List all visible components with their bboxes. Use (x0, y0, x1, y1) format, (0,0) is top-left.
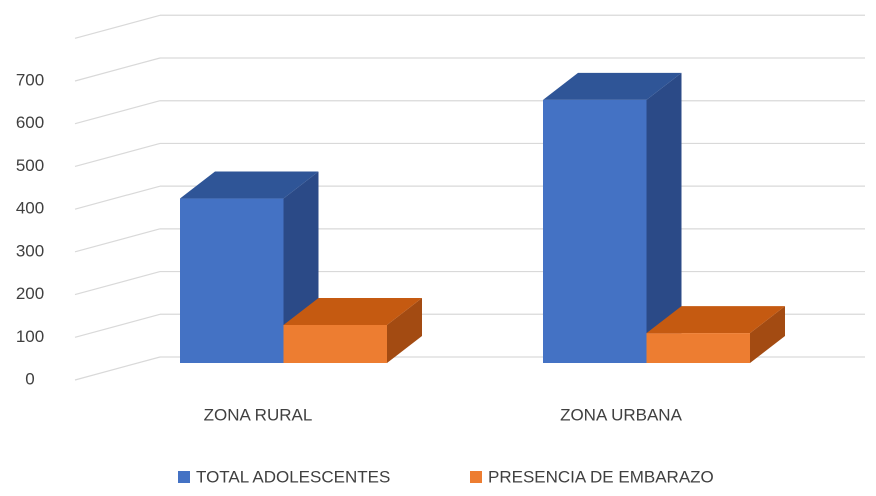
grid-line (74, 228, 161, 253)
legend-label: PRESENCIA DE EMBARAZO (488, 467, 714, 486)
bar (180, 198, 284, 363)
grid-line (74, 142, 161, 168)
legend-label: TOTAL ADOLESCENTES (196, 467, 390, 486)
y-tick-label: 400 (16, 199, 44, 218)
bar-top (283, 297, 422, 325)
bar-top (543, 72, 682, 100)
bar-side (750, 306, 785, 363)
grid-line (74, 313, 161, 338)
bar-side (387, 297, 422, 363)
bar-side (646, 72, 682, 363)
bar (543, 99, 647, 363)
y-tick-label: 100 (16, 327, 44, 346)
y-tick-label: 500 (16, 156, 44, 175)
legend-swatch (470, 471, 482, 483)
y-tick-label: 700 (16, 70, 44, 89)
grid-line (74, 270, 161, 296)
x-tick-label: ZONA URBANA (560, 405, 683, 424)
bar (646, 333, 750, 363)
x-tick-label: ZONA RURAL (204, 405, 313, 424)
grid-line (74, 356, 161, 381)
y-tick-label: 300 (16, 241, 44, 260)
y-tick-label: 600 (16, 113, 44, 132)
y-tick-label: 200 (16, 284, 44, 303)
grid-line (74, 185, 161, 210)
bar (283, 324, 387, 363)
y-tick-label: 0 (25, 369, 34, 388)
grid-line (74, 14, 161, 39)
legend-swatch (178, 471, 190, 483)
grid-line (74, 57, 161, 82)
bar-top (646, 306, 785, 334)
bar-top (180, 171, 319, 199)
grid-line (74, 100, 161, 125)
